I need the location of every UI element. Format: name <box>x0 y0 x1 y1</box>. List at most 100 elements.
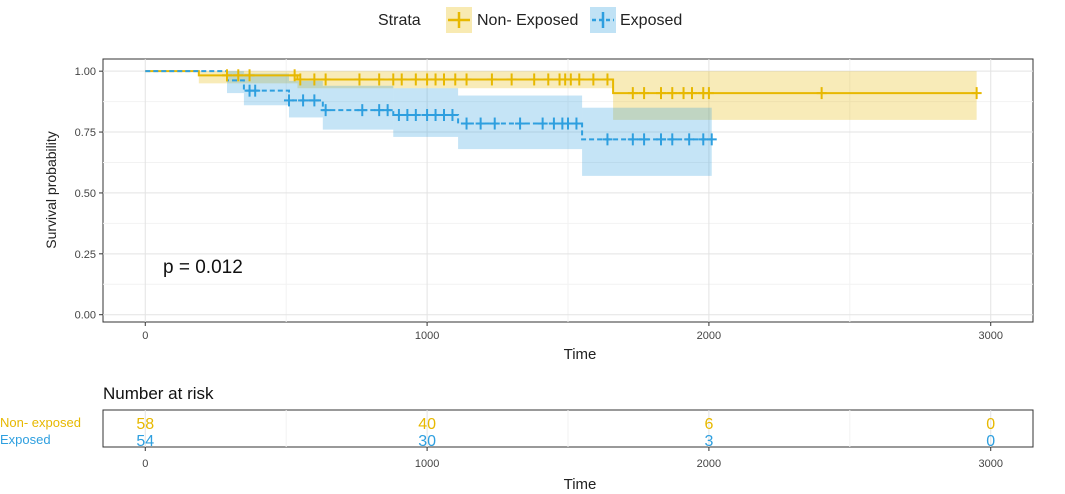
legend-key-non-exposed <box>446 7 472 33</box>
x-axis-ticks: 0 1000 2000 3000 <box>142 322 1003 342</box>
risk-row-label-exposed: Exposed <box>0 432 51 447</box>
censor-mark <box>250 84 261 97</box>
y-tick-label: 0.75 <box>75 127 96 139</box>
risk-table-x-axis-label: Time <box>564 476 597 493</box>
censor-mark <box>475 117 486 130</box>
censor-mark <box>309 73 320 86</box>
ci-band <box>227 71 244 94</box>
ci-band <box>582 107 712 176</box>
risk-cell: 0 <box>986 416 995 433</box>
censor-mark <box>295 73 306 86</box>
risk-x-tick-label: 2000 <box>697 458 721 470</box>
x-axis-label: Time <box>564 346 597 363</box>
x-tick-label: 3000 <box>978 330 1002 342</box>
ci-band <box>198 71 298 84</box>
p-value-annotation: p = 0.012 <box>163 257 243 278</box>
risk-x-tick-label: 3000 <box>978 458 1002 470</box>
risk-x-tick-label: 1000 <box>415 458 439 470</box>
censor-mark <box>422 109 433 122</box>
censor-mark <box>422 73 433 86</box>
y-axis-label: Survival probability <box>43 131 59 249</box>
ci-band <box>613 71 977 120</box>
censor-mark <box>706 133 717 146</box>
censor-mark <box>489 117 500 130</box>
censor-mark <box>565 73 576 86</box>
survival-curve <box>145 70 977 95</box>
risk-row-label-non-exposed: Non- exposed <box>0 415 81 430</box>
censor-mark <box>396 73 407 86</box>
y-tick-label: 0.25 <box>75 249 96 261</box>
censor-mark <box>627 87 638 100</box>
censor-mark <box>816 87 827 100</box>
legend-key-exposed <box>590 7 616 33</box>
x-tick-label: 1000 <box>415 330 439 342</box>
ci-band <box>243 73 289 106</box>
censor-mark <box>698 133 709 146</box>
y-tick-label: 1.00 <box>75 66 96 78</box>
plot-grid <box>103 59 1033 322</box>
ci-band <box>289 80 323 118</box>
censor-mark <box>678 87 689 100</box>
censor-mark <box>506 73 517 86</box>
censor-mark <box>627 133 638 146</box>
risk-x-tick-label: 0 <box>142 458 148 470</box>
censor-mark <box>486 73 497 86</box>
risk-cell: 3 <box>704 433 713 450</box>
censor-mark <box>382 104 393 117</box>
censor-mark <box>588 73 599 86</box>
censor-mark <box>374 104 385 117</box>
legend-title: Strata <box>378 12 421 29</box>
censor-mark <box>548 117 559 130</box>
censor-mark <box>602 133 613 146</box>
censor-mark <box>639 133 650 146</box>
censor-mark <box>515 117 526 130</box>
censor-mark <box>233 69 244 82</box>
x-tick-label: 0 <box>142 330 148 342</box>
censor-mark <box>244 69 255 82</box>
censor-mark <box>289 69 300 82</box>
legend: Strata Non- Exposed Exposed <box>378 7 682 33</box>
censor-mark <box>402 109 413 122</box>
censor-mark <box>461 117 472 130</box>
censor-mark <box>354 73 365 86</box>
ci-band <box>322 85 394 130</box>
x-tick-label: 2000 <box>697 330 721 342</box>
censor-mark <box>656 87 666 100</box>
y-tick-label: 0.50 <box>75 188 96 200</box>
censor-mark <box>703 87 714 100</box>
censor-mark <box>543 73 554 86</box>
censor-mark <box>687 87 697 100</box>
risk-table-title: Number at risk <box>103 384 214 403</box>
censor-mark <box>222 69 232 82</box>
censor-mark <box>656 133 666 146</box>
y-axis-ticks: 0.00 0.25 0.50 0.75 1.00 <box>75 66 103 322</box>
risk-table-cells: 58 40 6 054 30 3 0 <box>136 416 995 450</box>
censor-mark <box>298 94 309 107</box>
censor-mark <box>971 87 982 100</box>
censor-mark <box>574 73 585 86</box>
risk-cell: 40 <box>418 416 436 433</box>
censor-marks <box>222 69 982 146</box>
risk-table-grid <box>144 410 992 447</box>
censor-mark <box>529 73 540 86</box>
risk-cell: 58 <box>136 416 154 433</box>
censor-mark <box>461 73 472 86</box>
ci-band <box>393 88 459 137</box>
censor-mark <box>309 94 320 107</box>
risk-cell: 0 <box>986 433 995 450</box>
censor-mark <box>410 109 421 122</box>
risk-table-x-ticks: 0 1000 2000 3000 <box>142 447 1003 470</box>
censor-mark <box>571 117 582 130</box>
risk-cell: 30 <box>418 433 436 450</box>
risk-cell: 6 <box>704 416 713 433</box>
censor-mark <box>563 117 573 130</box>
censor-mark <box>639 87 650 100</box>
censor-mark <box>667 133 678 146</box>
censor-mark <box>684 133 695 146</box>
censor-mark <box>537 117 548 130</box>
censor-mark <box>320 104 331 117</box>
censor-mark <box>284 94 294 107</box>
censor-mark <box>393 109 404 122</box>
censor-mark <box>357 104 368 117</box>
